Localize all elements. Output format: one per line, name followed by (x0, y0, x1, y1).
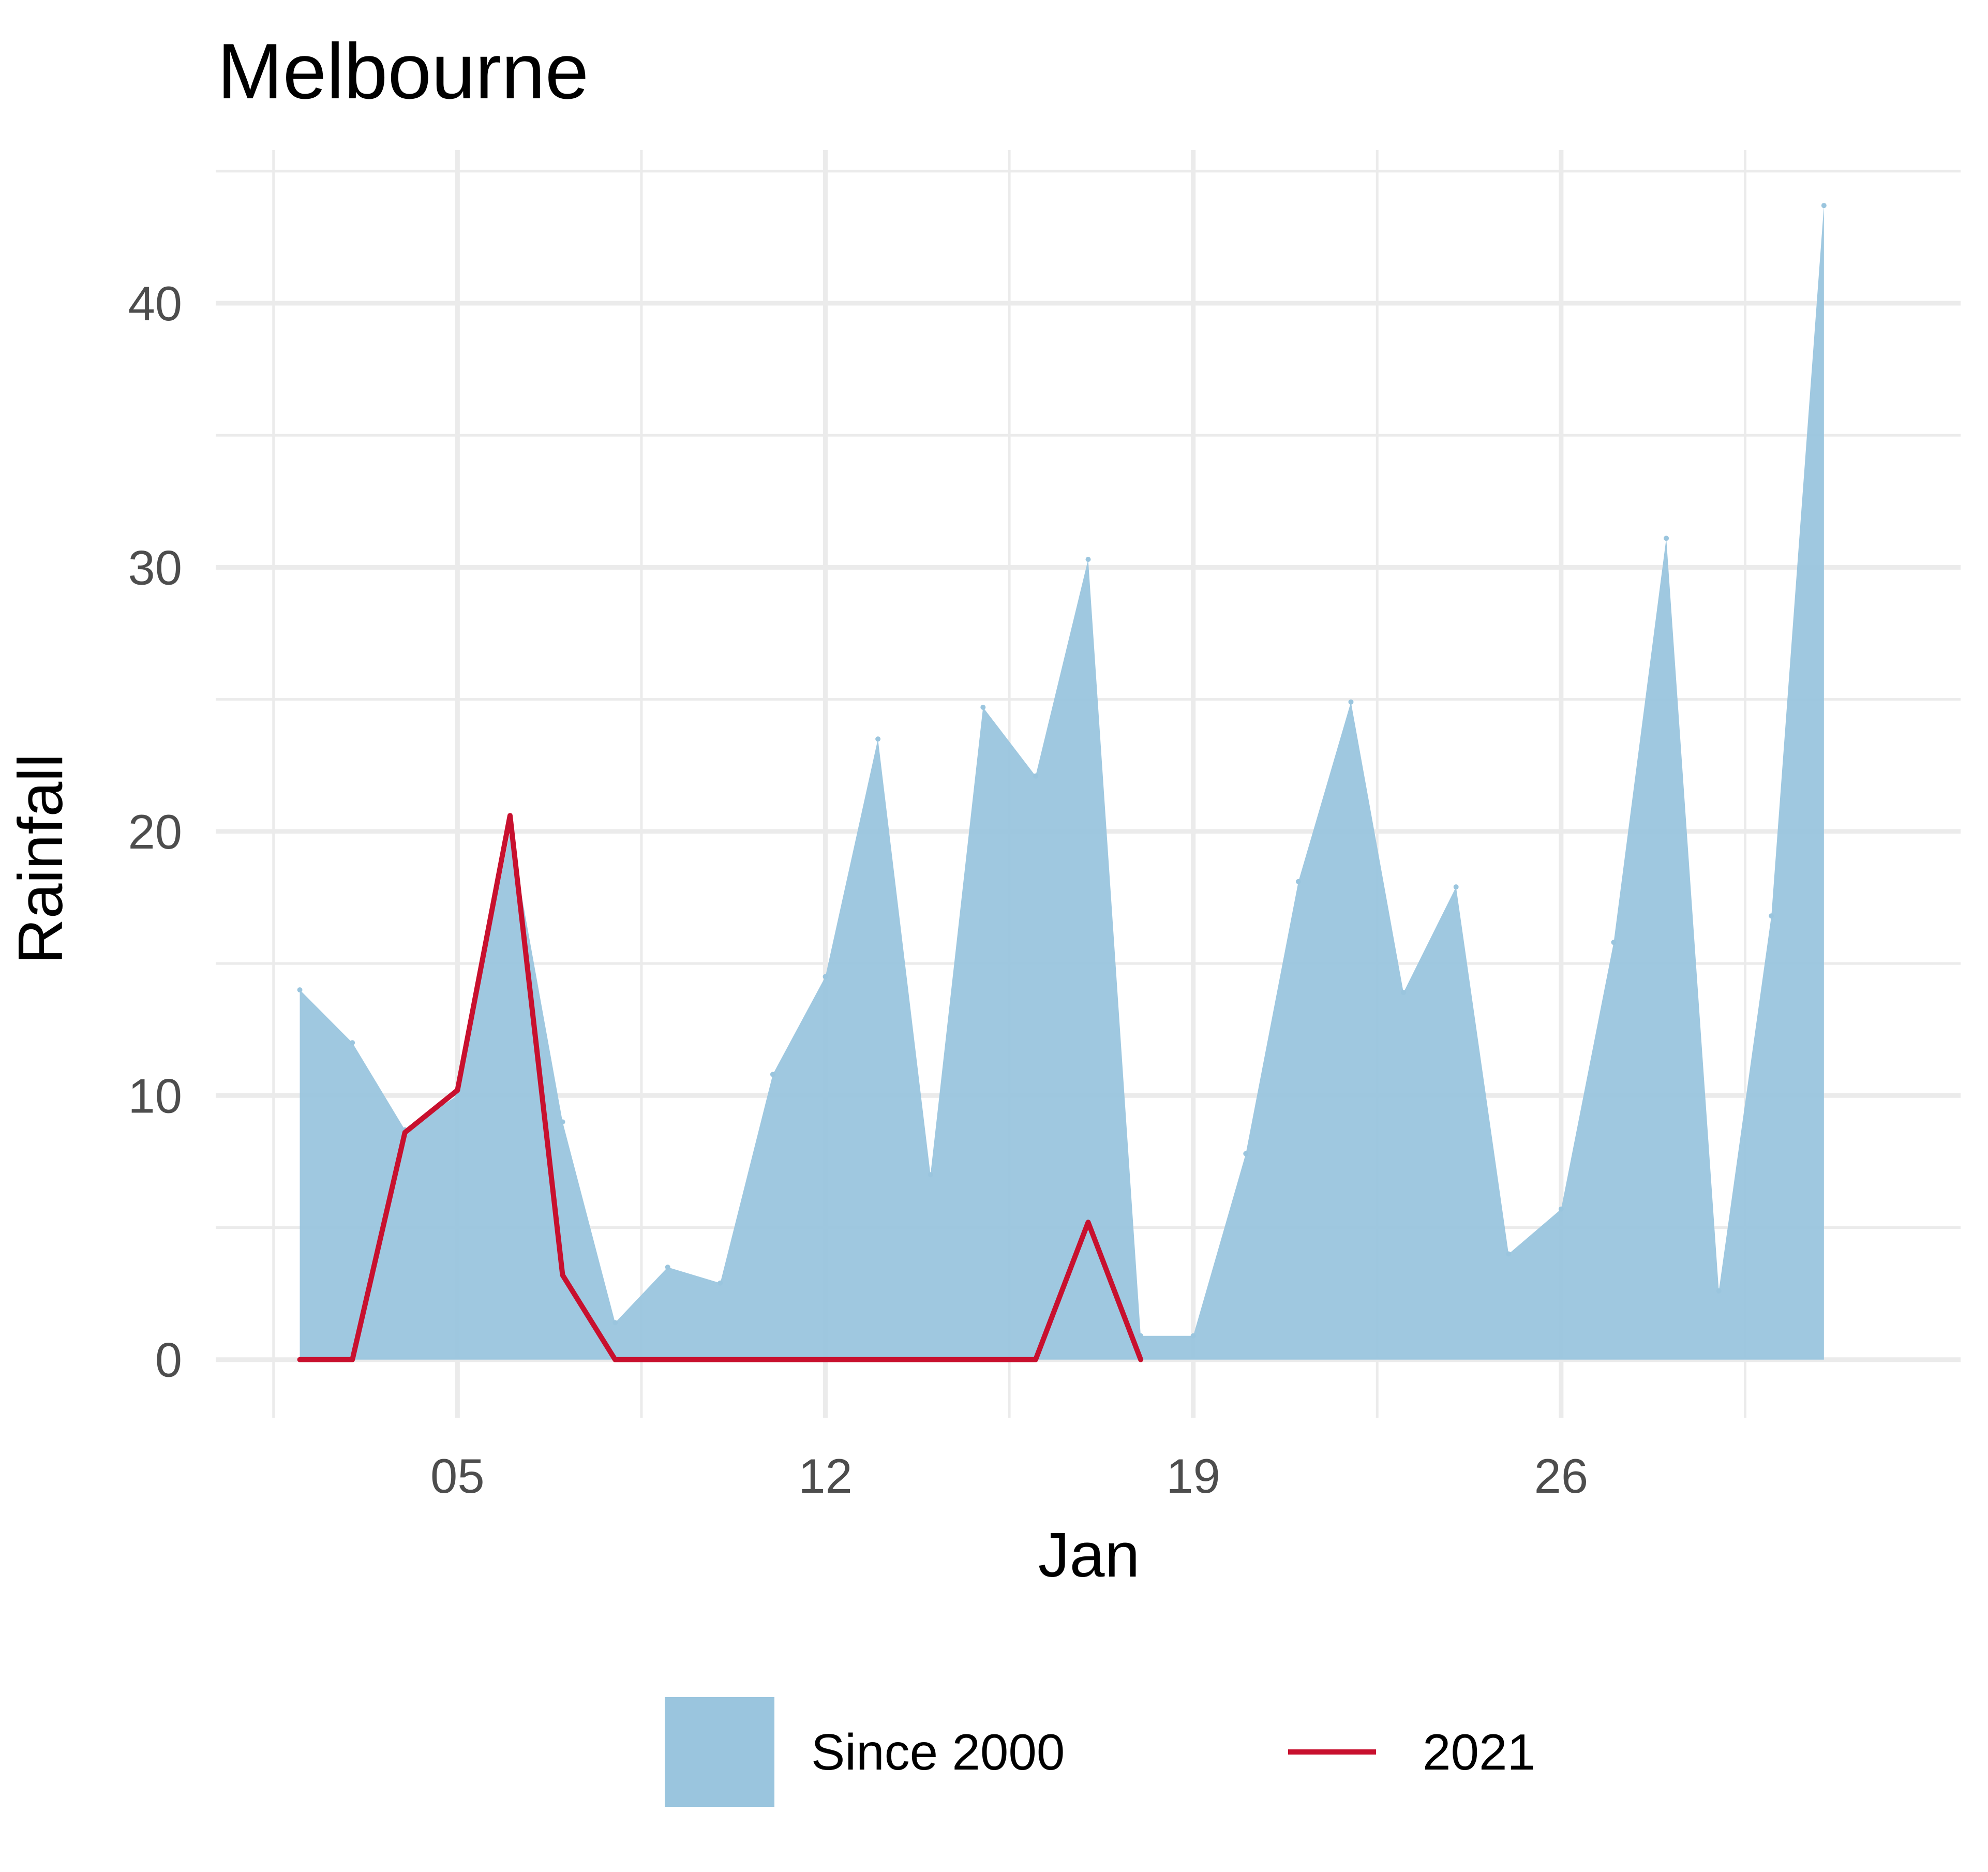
line-point (876, 1357, 880, 1362)
area-point (1664, 536, 1669, 541)
area-point (1821, 203, 1827, 209)
area-point (1085, 557, 1091, 562)
line-point (1033, 1357, 1038, 1362)
line-point (665, 1357, 670, 1362)
area-point (875, 736, 881, 742)
area-point (980, 704, 986, 710)
line-point (1139, 1357, 1143, 1362)
y-axis-label: Rainfall (5, 754, 76, 964)
area-point (297, 987, 303, 993)
legend-swatch-since-2000 (665, 1697, 774, 1807)
area-point (1716, 1288, 1722, 1294)
area-point (1138, 1333, 1144, 1339)
area-point (1190, 1333, 1196, 1339)
x-tick-label: 26 (1534, 1449, 1589, 1503)
area-point (612, 1320, 618, 1326)
line-point (402, 1130, 407, 1135)
line-layer (297, 813, 1144, 1362)
chart-title: Melbourne (217, 27, 589, 115)
x-tick-label: 19 (1166, 1449, 1220, 1503)
area-point (350, 1040, 355, 1046)
area-layer (297, 203, 1827, 1360)
line-point (297, 1357, 302, 1362)
x-tick-label: 05 (430, 1449, 485, 1503)
y-tick-label: 10 (128, 1068, 182, 1123)
y-tick-label: 30 (128, 540, 182, 595)
y-tick-label: 0 (155, 1333, 182, 1387)
line-point (718, 1357, 723, 1362)
line-point (350, 1357, 355, 1362)
x-tick-labels: 05 12 19 26 (430, 1449, 1588, 1503)
x-tick-label: 12 (798, 1449, 853, 1503)
area-point (1295, 879, 1301, 884)
y-tick-labels: 0 10 20 30 40 (128, 276, 182, 1387)
area-point (823, 974, 828, 979)
y-tick-label: 20 (128, 805, 182, 859)
area-point (1506, 1251, 1512, 1257)
x-axis-label: Jan (1038, 1520, 1140, 1590)
area-point (665, 1265, 670, 1270)
y-tick-label: 40 (128, 276, 182, 331)
area-point (1453, 884, 1459, 890)
area-point (1401, 990, 1407, 996)
area-point (770, 1072, 775, 1077)
line-point (613, 1357, 618, 1362)
legend: Since 2000 2021 (665, 1697, 1535, 1807)
area-point (928, 1172, 933, 1178)
line-point (507, 813, 512, 818)
area-point (1769, 913, 1774, 919)
area-point (718, 1280, 723, 1286)
legend-label-since-2000: Since 2000 (811, 1724, 1065, 1780)
area-point (1348, 699, 1354, 705)
line-point (981, 1357, 985, 1362)
area-point (1558, 1206, 1564, 1212)
line-point (455, 1088, 460, 1093)
area-point (1611, 940, 1617, 945)
line-point (823, 1357, 828, 1362)
legend-label-2021: 2021 (1423, 1724, 1535, 1780)
line-point (1086, 1220, 1090, 1225)
line-point (928, 1357, 933, 1362)
line-point (770, 1357, 775, 1362)
area-point (560, 1119, 565, 1125)
series-area-since-2000 (300, 205, 1824, 1360)
line-point (560, 1273, 565, 1277)
area-point (1243, 1151, 1249, 1156)
area-point (1033, 773, 1038, 779)
